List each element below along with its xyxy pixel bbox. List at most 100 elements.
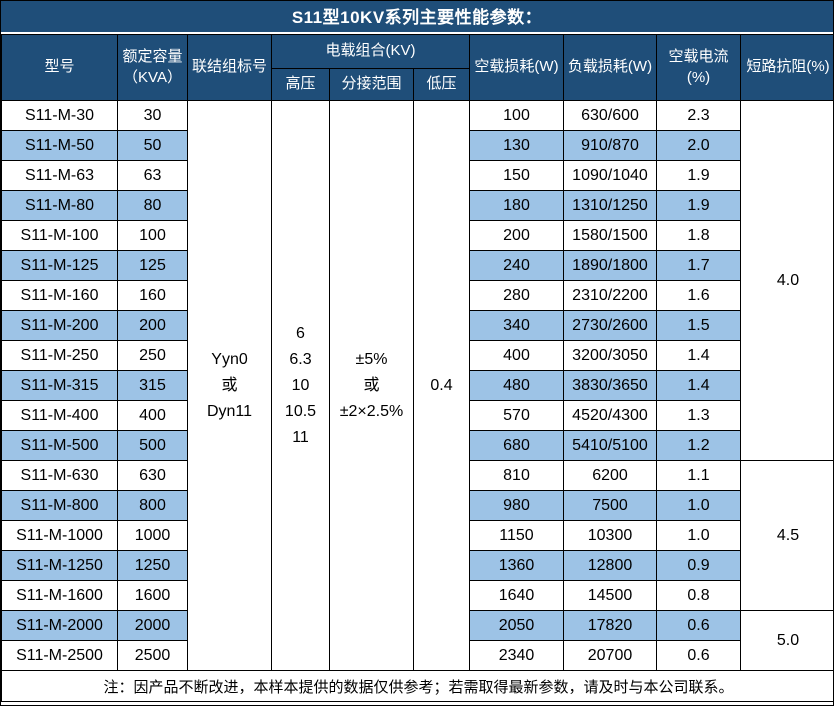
no-load-loss-cell: 150 — [469, 160, 564, 191]
header-hv: 高压 — [271, 68, 330, 101]
capacity-cell: 160 — [117, 280, 188, 311]
capacity-cell: 315 — [117, 370, 188, 401]
table-row: S11-M-30 30 Yyn0 或 Dyn11 6 6.3 10 10.5 11 ±5… — [1, 100, 833, 671]
no-load-loss-cell: 2050 — [469, 610, 564, 641]
no-load-current-cell: 2.0 — [656, 130, 741, 161]
note-row: 注：因产品不断改进，本样本提供的数据仅供参考；若需取得最新参数，请及时与本公司联… — [1, 670, 833, 702]
no-load-loss-cell: 340 — [469, 310, 564, 341]
no-load-loss-cell: 240 — [469, 250, 564, 281]
table-row: S11-M-200 200 340 2730/2600 1.5 — [1, 310, 834, 341]
load-loss-cell: 1310/1250 — [563, 190, 657, 221]
model-cell: S11-M-2000 — [1, 610, 118, 641]
table-row: S11-M-2000 2000 2050 17820 0.6 5.0 — [1, 610, 833, 671]
header-load-loss: 负载损耗(W) — [563, 34, 657, 101]
model-cell: S11-M-500 — [1, 430, 118, 461]
table-row: S11-M-125 125 240 1890/1800 1.7 — [1, 250, 834, 281]
no-load-loss-cell: 180 — [469, 190, 564, 221]
table-row: S11-M-2500 2500 2340 20700 0.6 — [1, 640, 834, 671]
header-row-2: 高压 分接范围 低压 — [2, 68, 834, 101]
load-loss-cell: 5410/5100 — [563, 430, 657, 461]
model-cell: S11-M-1000 — [1, 520, 118, 551]
no-load-loss-cell: 400 — [469, 340, 564, 371]
load-loss-cell: 14500 — [563, 580, 657, 611]
no-load-loss-cell: 1360 — [469, 550, 564, 581]
model-cell: S11-M-630 — [1, 460, 118, 491]
model-cell: S11-M-125 — [1, 250, 118, 281]
load-loss-cell: 910/870 — [563, 130, 657, 161]
load-loss-cell: 630/600 — [563, 100, 657, 131]
capacity-cell: 100 — [117, 220, 188, 251]
header-capacity: 额定容量 （KVA） — [117, 34, 188, 101]
load-loss-cell: 20700 — [563, 640, 657, 671]
capacity-cell: 30 — [117, 100, 188, 131]
no-load-loss-cell: 280 — [469, 280, 564, 311]
vector-group-cell: Yyn0 或 Dyn11 — [187, 100, 272, 671]
header-impedance: 短路抗阻(%) — [740, 34, 833, 101]
table-footer: 注：因产品不断改进，本样本提供的数据仅供参考；若需取得最新参数，请及时与本公司联… — [1, 670, 833, 702]
model-cell: S11-M-100 — [1, 220, 118, 251]
model-cell: S11-M-30 — [1, 100, 118, 131]
lv-voltage-cell: 0.4 — [413, 100, 470, 671]
model-cell: S11-M-1600 — [1, 580, 118, 611]
capacity-cell: 630 — [117, 460, 188, 491]
table-row: S11-M-1600 1600 1640 14500 0.8 — [1, 580, 834, 611]
load-loss-cell: 1890/1800 — [563, 250, 657, 281]
no-load-loss-cell: 480 — [469, 370, 564, 401]
header-vector-group: 联结组标号 — [187, 34, 272, 101]
no-load-loss-cell: 980 — [469, 490, 564, 521]
no-load-loss-cell: 100 — [469, 100, 564, 131]
no-load-current-cell: 0.6 — [656, 640, 741, 671]
no-load-current-cell: 0.6 — [656, 610, 741, 641]
model-cell: S11-M-800 — [1, 490, 118, 521]
load-loss-cell: 2730/2600 — [563, 310, 657, 341]
load-loss-cell: 4520/4300 — [563, 400, 657, 431]
no-load-current-cell: 1.0 — [656, 490, 741, 521]
no-load-loss-cell: 680 — [469, 430, 564, 461]
model-cell: S11-M-63 — [1, 160, 118, 191]
load-loss-cell: 12800 — [563, 550, 657, 581]
no-load-current-cell: 2.3 — [656, 100, 741, 131]
load-loss-cell: 1090/1040 — [563, 160, 657, 191]
table-header: 型号 额定容量 （KVA） 联结组标号 电载组合(KV) 空载损耗(W) 负载损… — [1, 34, 834, 101]
header-voltage-combination: 电载组合(KV) — [271, 34, 470, 69]
header-tap-range: 分接范围 — [329, 68, 414, 101]
no-load-loss-cell: 810 — [469, 460, 564, 491]
table-row: S11-M-630 630 810 6200 1.1 4.5 — [1, 460, 833, 611]
tap-range-cell: ±5% 或 ±2×2.5% — [329, 100, 414, 671]
capacity-cell: 1000 — [117, 520, 188, 551]
capacity-cell: 250 — [117, 340, 188, 371]
load-loss-cell: 3830/3650 — [563, 370, 657, 401]
capacity-cell: 1250 — [117, 550, 188, 581]
no-load-current-cell: 1.5 — [656, 310, 741, 341]
capacity-cell: 500 — [117, 430, 188, 461]
table-row: S11-M-1250 1250 1360 12800 0.9 — [1, 550, 834, 581]
table-body: S11-M-30 30 Yyn0 或 Dyn11 6 6.3 10 10.5 11 ±5… — [1, 100, 834, 671]
capacity-cell: 125 — [117, 250, 188, 281]
model-cell: S11-M-2500 — [1, 640, 118, 671]
capacity-cell: 2000 — [117, 610, 188, 641]
no-load-current-cell: 1.9 — [656, 190, 741, 221]
model-cell: S11-M-80 — [1, 190, 118, 221]
no-load-current-cell: 0.8 — [656, 580, 741, 611]
no-load-current-cell: 1.4 — [656, 340, 741, 371]
table-row: S11-M-800 800 980 7500 1.0 — [1, 490, 834, 521]
impedance-cell: 4.5 — [740, 460, 833, 611]
table-row: S11-M-315 315 480 3830/3650 1.4 — [1, 370, 834, 401]
page-title: S11型10KV系列主要性能参数： — [1, 1, 833, 34]
load-loss-cell: 3200/3050 — [563, 340, 657, 371]
no-load-current-cell: 1.1 — [656, 460, 741, 491]
capacity-cell: 800 — [117, 490, 188, 521]
footer-note: 注：因产品不断改进，本样本提供的数据仅供参考；若需取得最新参数，请及时与本公司联… — [1, 670, 833, 702]
load-loss-cell: 6200 — [563, 460, 657, 491]
header-row-1: 型号 额定容量 （KVA） 联结组标号 电载组合(KV) 空载损耗(W) 负载损… — [1, 34, 833, 101]
table-row: S11-M-50 50 130 910/870 2.0 — [1, 130, 834, 161]
header-model: 型号 — [1, 34, 118, 101]
no-load-loss-cell: 1640 — [469, 580, 564, 611]
model-cell: S11-M-200 — [1, 310, 118, 341]
spec-table: 型号 额定容量 （KVA） 联结组标号 电载组合(KV) 空载损耗(W) 负载损… — [1, 34, 834, 702]
table-row: S11-M-80 80 180 1310/1250 1.9 — [1, 190, 834, 221]
table-row: S11-M-500 500 680 5410/5100 1.2 — [1, 430, 834, 461]
no-load-loss-cell: 1150 — [469, 520, 564, 551]
table-row: S11-M-400 400 570 4520/4300 1.3 — [1, 400, 834, 431]
